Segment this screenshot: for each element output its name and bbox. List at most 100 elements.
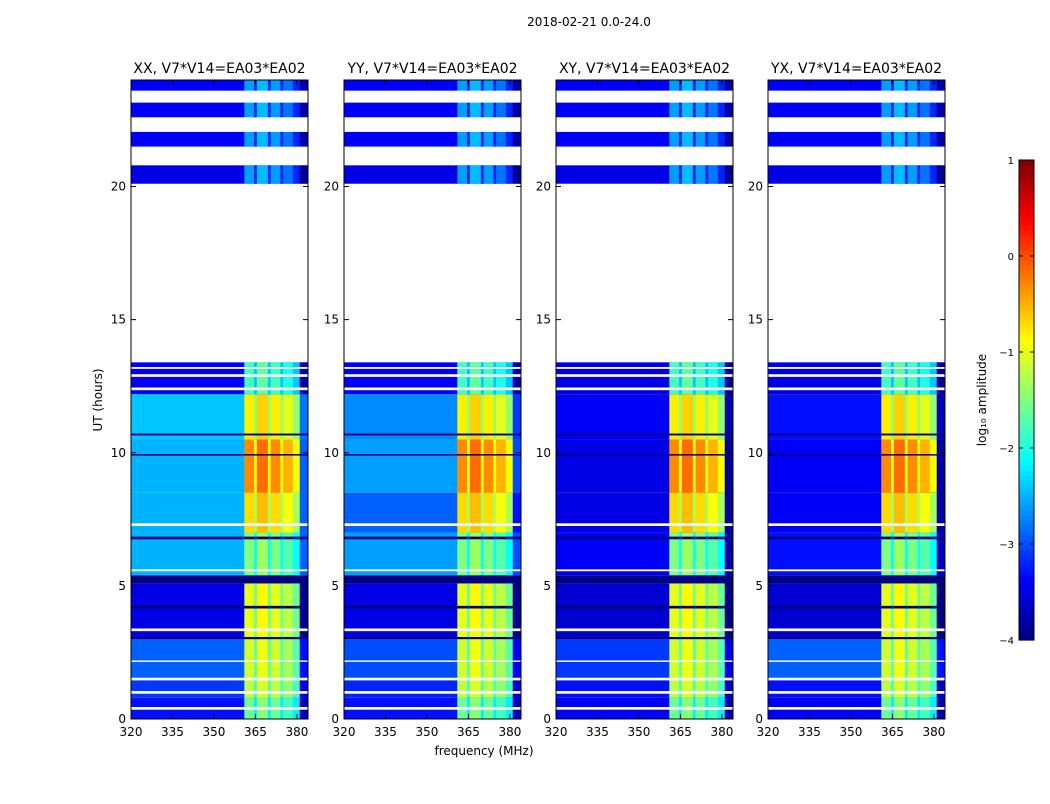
rfi-subchannel bbox=[920, 165, 930, 184]
rfi-subchannel bbox=[881, 394, 892, 440]
x-tick-label: 320 bbox=[333, 725, 356, 739]
colorbar-step bbox=[1019, 480, 1034, 486]
segment-edge bbox=[936, 679, 945, 698]
dead-line bbox=[131, 536, 308, 540]
rfi-subchannel bbox=[669, 394, 680, 440]
rfi-subchannel bbox=[270, 532, 281, 576]
colorbar: 1 0 −1 −2 −3 −4 bbox=[999, 156, 1035, 647]
y-tick-label: 10 bbox=[748, 446, 763, 460]
rfi-subchannel bbox=[469, 362, 481, 395]
colorbar-step bbox=[1019, 210, 1034, 216]
flagged-range bbox=[131, 183, 308, 363]
y-tick-label: 15 bbox=[324, 313, 339, 327]
segment-edge bbox=[512, 492, 521, 533]
rfi-subchannel bbox=[920, 439, 930, 493]
y-tick-label: 0 bbox=[543, 712, 551, 726]
dead-line bbox=[131, 454, 308, 456]
rfi-subchannel bbox=[893, 532, 905, 576]
colorbar-step bbox=[1019, 345, 1034, 351]
colorbar-step bbox=[1019, 235, 1034, 241]
colorbar-step bbox=[1019, 550, 1034, 556]
y-tick-label: 20 bbox=[536, 180, 551, 194]
segment-edge bbox=[512, 80, 521, 147]
rfi-subchannel bbox=[669, 639, 680, 680]
rfi-subchannel bbox=[283, 532, 293, 576]
segment-edge bbox=[724, 165, 733, 184]
rfi-subchannel bbox=[283, 583, 293, 640]
colorbar-step bbox=[1019, 275, 1034, 281]
rfi-subchannel bbox=[283, 362, 293, 395]
colorbar-step bbox=[1019, 465, 1034, 471]
flagged-range bbox=[131, 117, 308, 132]
colorbar-step bbox=[1019, 590, 1034, 596]
rfi-subchannel bbox=[457, 532, 468, 576]
segment-edge bbox=[724, 679, 733, 698]
colorbar-step bbox=[1019, 395, 1034, 401]
rfi-subchannel bbox=[669, 679, 680, 698]
rfi-subchannel bbox=[457, 362, 468, 395]
panel-title: YY, V7*V14=EA03*EA02 bbox=[346, 61, 517, 77]
dead-line bbox=[131, 433, 308, 436]
segment-edge bbox=[299, 492, 308, 533]
x-tick-label: 350 bbox=[416, 725, 439, 739]
colorbar-step bbox=[1019, 580, 1034, 586]
colorbar-step bbox=[1019, 360, 1034, 366]
rfi-subchannel bbox=[881, 439, 892, 493]
segment-edge bbox=[512, 583, 521, 640]
colorbar-tick-label: −4 bbox=[999, 636, 1014, 647]
x-tick-label: 335 bbox=[161, 725, 184, 739]
rfi-subchannel bbox=[469, 583, 481, 640]
y-tick-label: 0 bbox=[118, 712, 126, 726]
colorbar-step bbox=[1019, 315, 1034, 321]
colorbar-step bbox=[1019, 545, 1034, 551]
segment-edge bbox=[299, 532, 308, 576]
x-tick-label: 380 bbox=[922, 725, 945, 739]
rfi-subchannel bbox=[920, 492, 930, 533]
segment-edge bbox=[512, 439, 521, 493]
flagged-range bbox=[344, 691, 521, 694]
flagged-range bbox=[131, 677, 308, 681]
y-tick-label: 15 bbox=[111, 313, 126, 327]
x-tick-label: 380 bbox=[710, 725, 733, 739]
dead-line bbox=[344, 433, 521, 436]
rfi-subchannel bbox=[283, 492, 293, 533]
rfi-subchannel bbox=[893, 165, 905, 184]
segment-edge bbox=[936, 394, 945, 440]
colorbar-step bbox=[1019, 505, 1034, 511]
rfi-subchannel bbox=[681, 492, 693, 533]
colorbar-step bbox=[1019, 320, 1034, 326]
rfi-subchannel bbox=[907, 165, 918, 184]
flagged-range bbox=[344, 117, 521, 132]
rfi-subchannel bbox=[681, 394, 693, 440]
dead-line bbox=[768, 636, 945, 640]
flagged-range bbox=[556, 569, 733, 572]
flagged-range bbox=[556, 523, 733, 526]
flagged-range bbox=[768, 147, 945, 166]
segment-edge bbox=[936, 583, 945, 640]
rfi-subchannel bbox=[907, 394, 918, 440]
rfi-subchannel bbox=[881, 80, 892, 147]
rfi-subchannel bbox=[483, 583, 494, 640]
rfi-subchannel bbox=[881, 639, 892, 680]
colorbar-step bbox=[1019, 170, 1034, 176]
colorbar-step bbox=[1019, 600, 1034, 606]
x-tick-label: 380 bbox=[498, 725, 521, 739]
x-tick-label: 365 bbox=[457, 725, 480, 739]
colorbar-step bbox=[1019, 350, 1034, 356]
colorbar-step bbox=[1019, 610, 1034, 616]
segment-edge bbox=[299, 639, 308, 680]
colorbar-step bbox=[1019, 410, 1034, 416]
y-tick-label: 10 bbox=[111, 446, 126, 460]
rfi-subchannel bbox=[244, 439, 255, 493]
rfi-subchannel bbox=[907, 639, 918, 680]
rfi-subchannel bbox=[920, 679, 930, 698]
rfi-subchannel bbox=[283, 639, 293, 680]
rfi-subchannel bbox=[708, 362, 718, 395]
rfi-subchannel bbox=[469, 165, 481, 184]
rfi-subchannel bbox=[695, 679, 706, 698]
rfi-subchannel bbox=[244, 639, 255, 680]
flagged-range bbox=[344, 660, 521, 662]
colorbar-step bbox=[1019, 305, 1034, 311]
segment-edge bbox=[724, 583, 733, 640]
